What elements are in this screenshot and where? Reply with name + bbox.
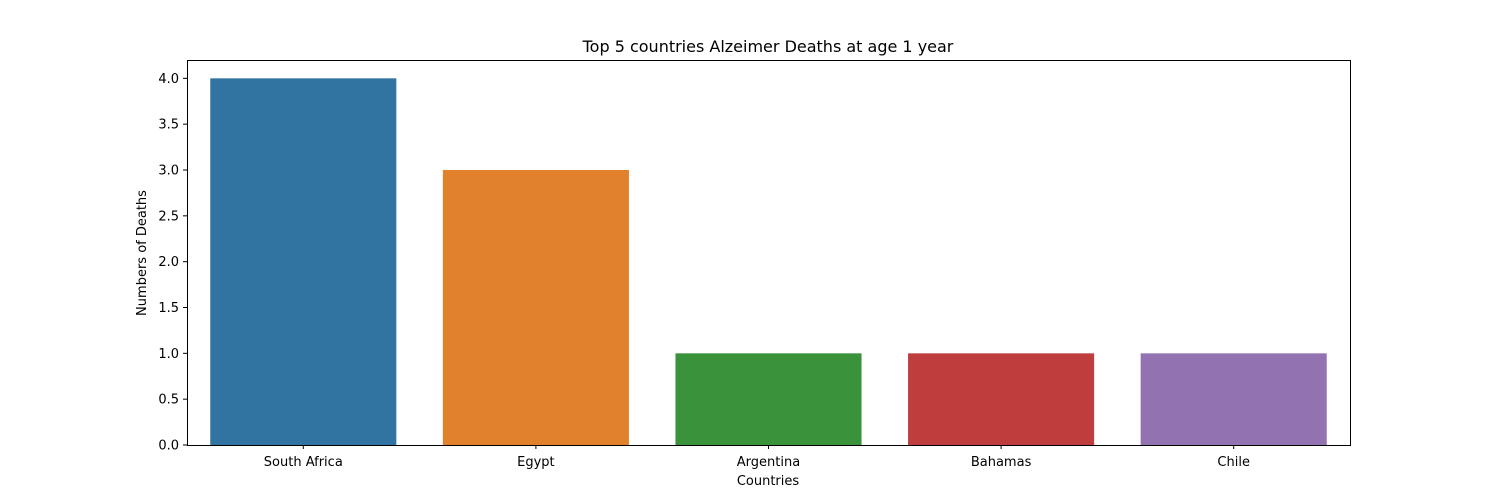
y-tick-label: 1.0 (158, 347, 179, 362)
x-axis-ticks: South Africa Egypt Argentina Bahamas Chile (264, 445, 1250, 470)
y-tick-label: 2.0 (158, 255, 179, 270)
bar-argentina (675, 353, 862, 445)
bar-south-africa (210, 78, 397, 445)
x-tick-label: Argentina (737, 455, 800, 470)
y-tick-label: 3.0 (158, 164, 179, 179)
chart-title: Top 5 countries Alzeimer Deaths at age 1… (582, 37, 954, 56)
bar-chile (1140, 353, 1327, 445)
plot-area (187, 60, 1351, 446)
x-tick-label: Egypt (517, 455, 555, 470)
y-tick-label: 3.5 (158, 118, 179, 133)
x-tick-label: South Africa (264, 455, 343, 470)
x-tick-label: Bahamas (971, 455, 1032, 470)
y-tick-label: 0.5 (158, 393, 179, 408)
bar-bahamas (908, 353, 1095, 445)
y-tick-label: 1.5 (158, 301, 179, 316)
x-axis-label: Countries (737, 474, 800, 489)
y-tick-label: 2.5 (158, 209, 179, 224)
y-tick-label: 0.0 (158, 439, 179, 454)
y-tick-label: 4.0 (158, 72, 179, 87)
bar-egypt (442, 170, 629, 445)
bars (210, 78, 1327, 445)
x-tick-label: Chile (1217, 455, 1250, 470)
y-axis-label: Numbers of Deaths (135, 190, 150, 316)
y-axis-ticks: 0.0 0.5 1.0 1.5 2.0 2.5 3.0 3.5 4.0 (158, 72, 187, 454)
